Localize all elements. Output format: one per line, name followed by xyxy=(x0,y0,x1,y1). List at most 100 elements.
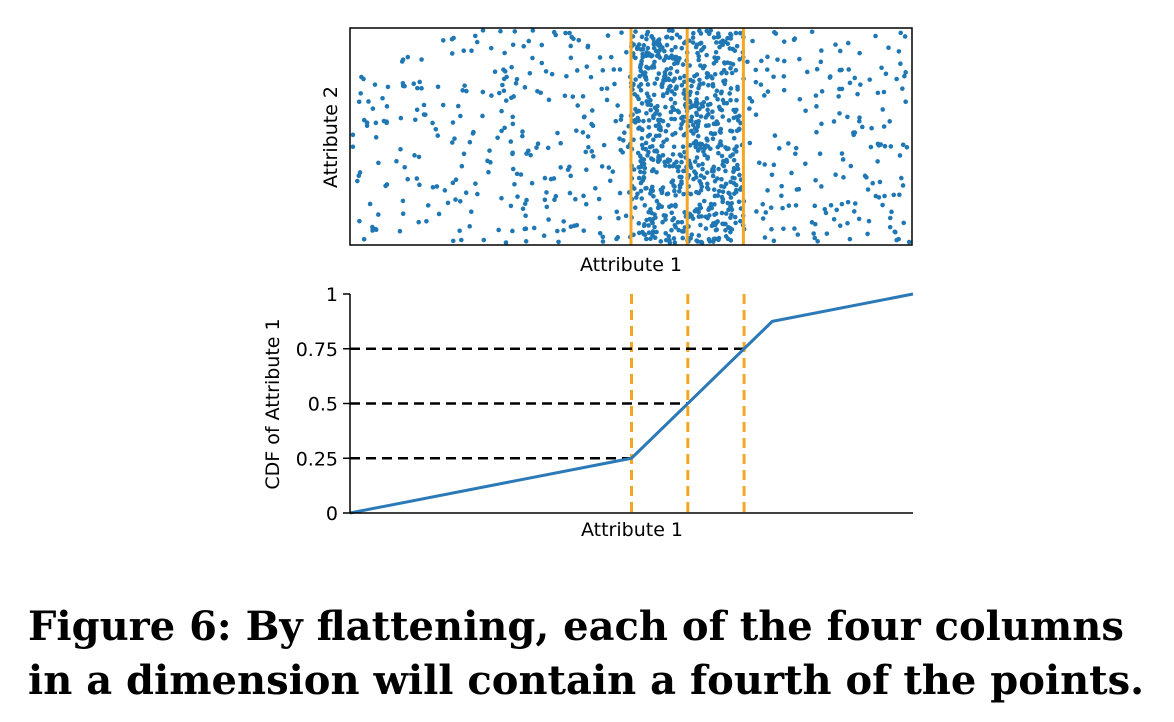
scatter-panel: Attribute 1 Attribute 2 xyxy=(320,27,913,276)
scatter-point xyxy=(728,128,733,134)
scatter-point xyxy=(716,188,722,194)
scatter-point xyxy=(735,162,740,168)
scatter-point xyxy=(712,202,717,207)
scatter-point xyxy=(567,190,573,196)
scatter-point xyxy=(703,143,709,148)
scatter-point xyxy=(652,224,657,230)
scatter-point xyxy=(601,142,607,148)
scatter-point xyxy=(624,50,629,55)
scatter-point xyxy=(635,44,640,50)
scatter-point xyxy=(677,75,683,81)
scatter-point xyxy=(655,38,660,44)
scatter-point xyxy=(514,76,520,82)
scatter-point xyxy=(523,213,528,218)
scatter-point xyxy=(508,203,514,209)
scatter-point xyxy=(524,197,529,203)
scatter-point xyxy=(435,133,441,138)
scatter-point xyxy=(648,107,653,113)
scatter-point xyxy=(700,166,705,172)
scatter-point xyxy=(765,89,771,94)
scatter-point xyxy=(731,115,737,121)
scatter-point xyxy=(670,178,676,183)
scatter-point xyxy=(416,219,421,225)
scatter-point xyxy=(646,65,651,71)
scatter-point xyxy=(675,168,681,174)
scatter-point xyxy=(758,82,764,87)
scatter-point xyxy=(749,99,755,104)
scatter-point xyxy=(728,97,733,103)
scatter-point xyxy=(414,176,420,181)
scatter-point xyxy=(568,55,574,61)
scatter-ylabel: Attribute 2 xyxy=(320,86,342,188)
scatter-point xyxy=(500,82,505,88)
scatter-point xyxy=(552,197,557,203)
scatter-point xyxy=(590,154,596,159)
scatter-point xyxy=(453,177,459,183)
scatter-point xyxy=(638,188,644,194)
scatter-point xyxy=(370,106,376,111)
scatter-point xyxy=(855,91,860,97)
scatter-point xyxy=(638,62,643,68)
scatter-point xyxy=(723,211,729,216)
scatter-point xyxy=(731,135,737,141)
scatter-point xyxy=(852,130,858,135)
scatter-point xyxy=(488,45,494,51)
scatter-point xyxy=(622,130,627,135)
scatter-point xyxy=(568,173,573,179)
scatter-point xyxy=(555,228,560,234)
scatter-point xyxy=(400,211,406,217)
scatter-point xyxy=(522,226,528,232)
scatter-point xyxy=(475,191,480,197)
scatter-point xyxy=(640,51,645,57)
scatter-point xyxy=(375,212,381,217)
scatter-point xyxy=(617,136,622,141)
scatter-point xyxy=(651,92,657,98)
scatter-point xyxy=(732,175,737,181)
scatter-point xyxy=(720,97,726,103)
scatter-point xyxy=(530,55,535,61)
scatter-point xyxy=(709,223,715,229)
scatter-point xyxy=(747,95,752,101)
scatter-point xyxy=(424,219,429,224)
cdf-xlabel: Attribute 1 xyxy=(581,519,683,541)
scatter-point xyxy=(728,179,733,185)
scatter-point xyxy=(452,136,457,141)
scatter-point xyxy=(672,76,678,81)
scatter-point xyxy=(831,119,837,124)
scatter-point xyxy=(674,159,679,165)
scatter-point xyxy=(716,150,721,156)
scatter-point xyxy=(530,28,536,33)
scatter-point xyxy=(833,172,838,177)
scatter-point xyxy=(646,223,651,228)
scatter-point xyxy=(868,144,874,150)
scatter-point xyxy=(796,186,802,192)
scatter-point xyxy=(694,155,700,160)
scatter-point xyxy=(714,119,720,124)
scatter-point xyxy=(593,186,598,191)
scatter-point xyxy=(660,185,666,190)
scatter-point xyxy=(469,48,474,54)
scatter-point xyxy=(564,73,569,79)
scatter-point xyxy=(696,85,701,91)
scatter-point xyxy=(551,176,557,181)
scatter-point xyxy=(705,154,711,160)
scatter-point xyxy=(728,86,734,91)
scatter-point xyxy=(663,217,668,222)
scatter-point xyxy=(670,28,675,33)
scatter-point xyxy=(887,119,892,124)
scatter-point xyxy=(733,68,739,73)
scatter-point xyxy=(376,160,381,166)
scatter-point xyxy=(698,40,704,46)
scatter-point xyxy=(881,89,887,95)
scatter-frame xyxy=(349,27,913,246)
scatter-point xyxy=(549,71,555,77)
scatter-point xyxy=(512,181,517,187)
scatter-point xyxy=(711,187,717,192)
scatter-point xyxy=(718,90,724,96)
scatter-point xyxy=(705,107,710,113)
scatter-point xyxy=(648,236,653,242)
scatter-point xyxy=(704,136,709,141)
scatter-point xyxy=(845,40,851,46)
scatter-point xyxy=(583,201,589,207)
scatter-point xyxy=(676,164,682,169)
